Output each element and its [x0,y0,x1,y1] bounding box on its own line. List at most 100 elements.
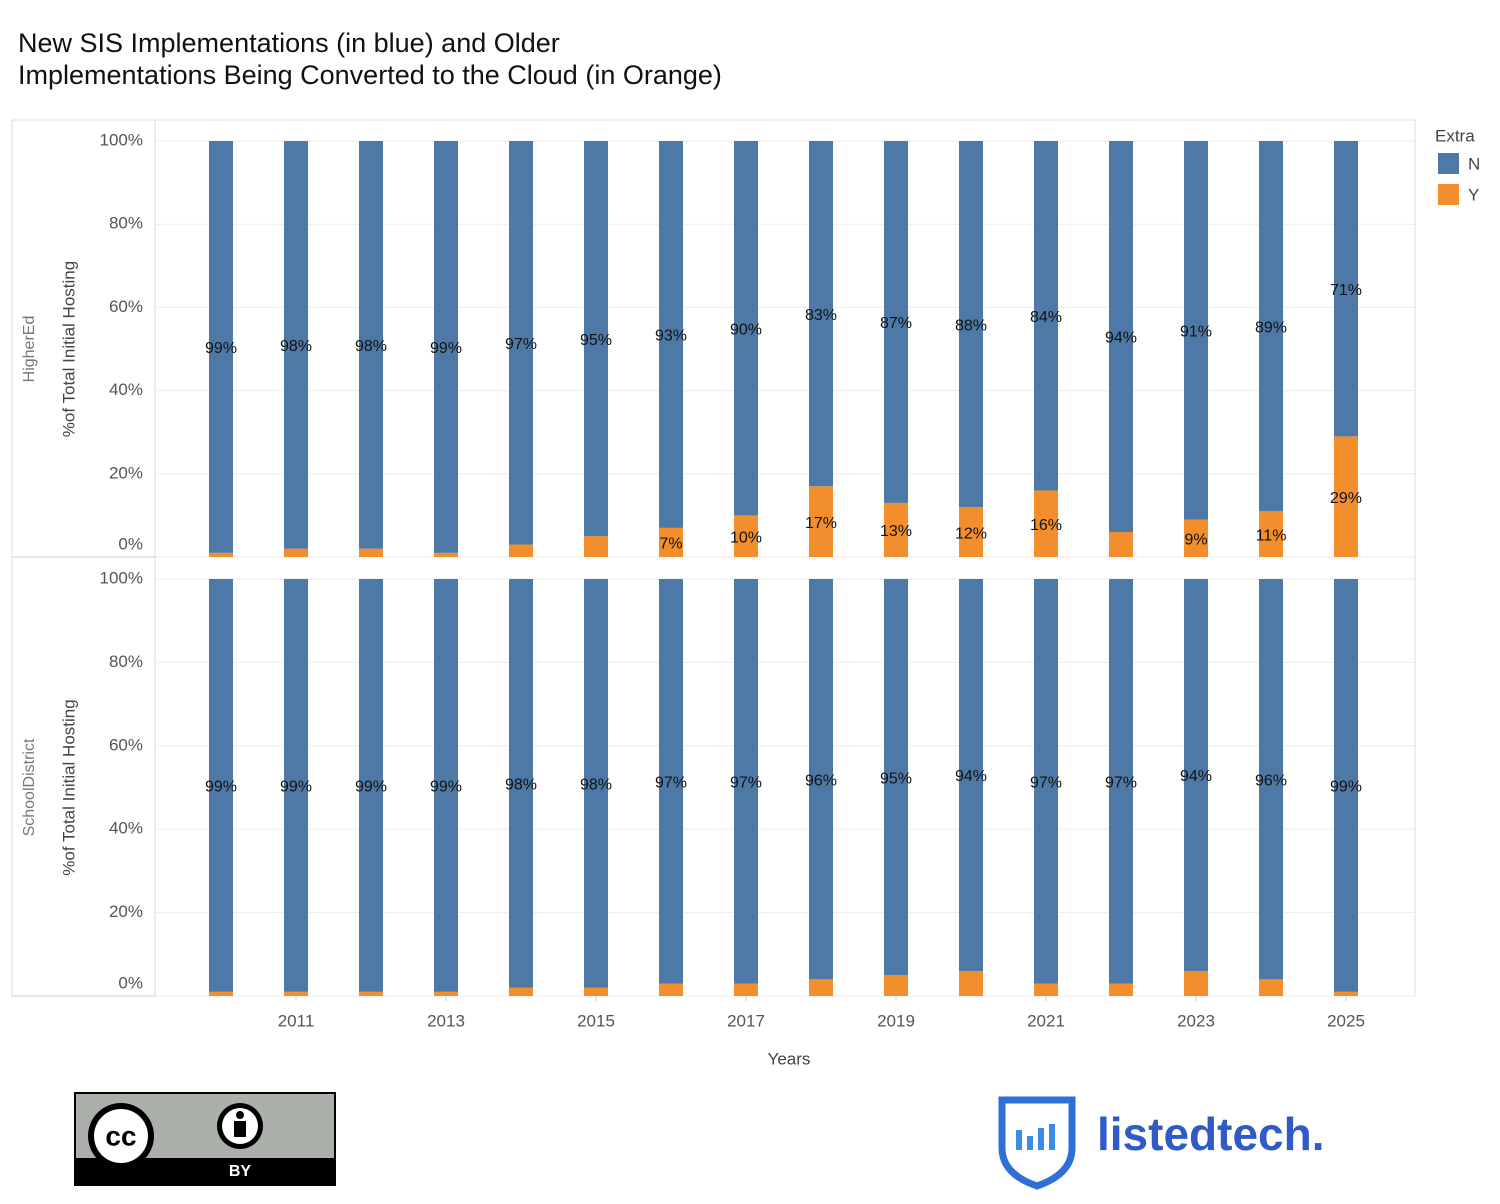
bar-segment [284,579,308,992]
bar-segment [959,141,983,508]
bar-segment [959,507,983,557]
bar-segment [1109,983,1133,996]
legend-label: N [1468,154,1480,173]
license-badge: cc BY [74,1092,336,1186]
bar-segment [509,987,533,996]
bar-segment [809,579,833,980]
data-label: 99% [205,779,237,796]
y-tick-label: 20% [109,902,143,921]
bar-segment [1184,519,1208,557]
y-tick-label: 0% [118,973,143,992]
y-tick-label: 80% [109,214,143,233]
x-tick-label: 2023 [1177,1011,1215,1030]
bar-segment [1184,141,1208,520]
data-label: 89% [1255,319,1287,336]
data-label: 11% [1256,527,1287,544]
bar-segment [809,486,833,557]
data-label: 88% [955,317,987,334]
bar-segment [1334,436,1358,557]
data-label: 99% [280,779,312,796]
data-label: 99% [205,340,237,357]
data-label: 97% [505,336,537,353]
data-label: 83% [805,307,837,324]
y-tick-label: 60% [109,297,143,316]
bar-segment [284,991,308,996]
bar-segment [959,579,983,971]
bar-segment [509,141,533,545]
bar-segment [659,527,683,557]
y-tick-label: 0% [118,534,143,553]
data-label: 95% [880,770,912,787]
bar-segment [359,141,383,549]
license-text: BY [229,1163,252,1180]
bar-segment [584,141,608,537]
data-label: 95% [580,332,612,349]
data-label: 97% [1105,774,1137,791]
y-axis-title: %of Total Initial Hosting [59,699,78,875]
bar-segment [584,987,608,996]
data-label: 90% [730,321,762,338]
bar-segment [1334,141,1358,437]
bar-segment [359,579,383,992]
data-label: 87% [880,315,912,332]
bar-segment [584,579,608,988]
logo: listedtech. [998,1096,1325,1190]
data-label: 71% [1330,282,1362,299]
bar-segment [1334,991,1358,996]
bar-segment [209,552,233,557]
bar-segment [1259,979,1283,996]
bar-segment [809,979,833,996]
bar-segment [1184,579,1208,971]
legend-swatch [1438,153,1459,174]
x-tick-label: 2011 [278,1011,315,1030]
y-tick-label: 100% [100,130,143,149]
data-label: 7% [659,536,682,553]
legend-label: Y [1468,185,1479,204]
bar-segment [284,141,308,549]
bar-segment [659,141,683,528]
bar-segment [1259,141,1283,512]
data-label: 12% [955,525,987,542]
logo-text: listedtech. [1097,1108,1325,1160]
bar-segment [884,579,908,976]
bar-segment [1109,532,1133,557]
chart-title: Implementations Being Converted to the C… [18,60,722,90]
data-label: 98% [355,338,387,355]
data-label: 96% [1255,772,1287,789]
data-label: 10% [730,529,762,546]
x-tick-label: 2017 [727,1011,765,1030]
bar-segment [1034,490,1058,557]
bar-segment [884,975,908,996]
bar-segment [1259,511,1283,557]
bar-segment [284,548,308,557]
data-label: 96% [805,772,837,789]
legend-title: Extra [1435,126,1475,145]
data-label: 99% [430,779,462,796]
bar-segment [209,141,233,553]
bar-segment [734,983,758,996]
bar-segment [209,579,233,992]
x-tick-label: 2015 [577,1011,615,1030]
y-tick-label: 40% [109,819,143,838]
bar-segment [809,141,833,487]
bar-segment [734,579,758,984]
bar-segment [209,991,233,996]
bar-segment [659,579,683,984]
facet-label: HigherEd [21,316,38,383]
data-label: 29% [1330,490,1362,507]
legend-swatch [1438,184,1459,205]
facet-label: SchoolDistrict [21,738,38,836]
bar-segment [1109,141,1133,533]
bar-segment [1259,579,1283,980]
data-label: 16% [1030,517,1062,534]
data-label: 91% [1180,323,1212,340]
bar-segment [359,548,383,557]
x-tick-label: 2013 [427,1011,465,1030]
y-axis-title: %of Total Initial Hosting [59,261,78,437]
x-tick-label: 2021 [1027,1011,1065,1030]
bar-segment [434,141,458,553]
license-icon: cc [105,1120,136,1151]
data-label: 93% [655,328,687,345]
bar-segment [659,983,683,996]
bar-segment [509,544,533,557]
